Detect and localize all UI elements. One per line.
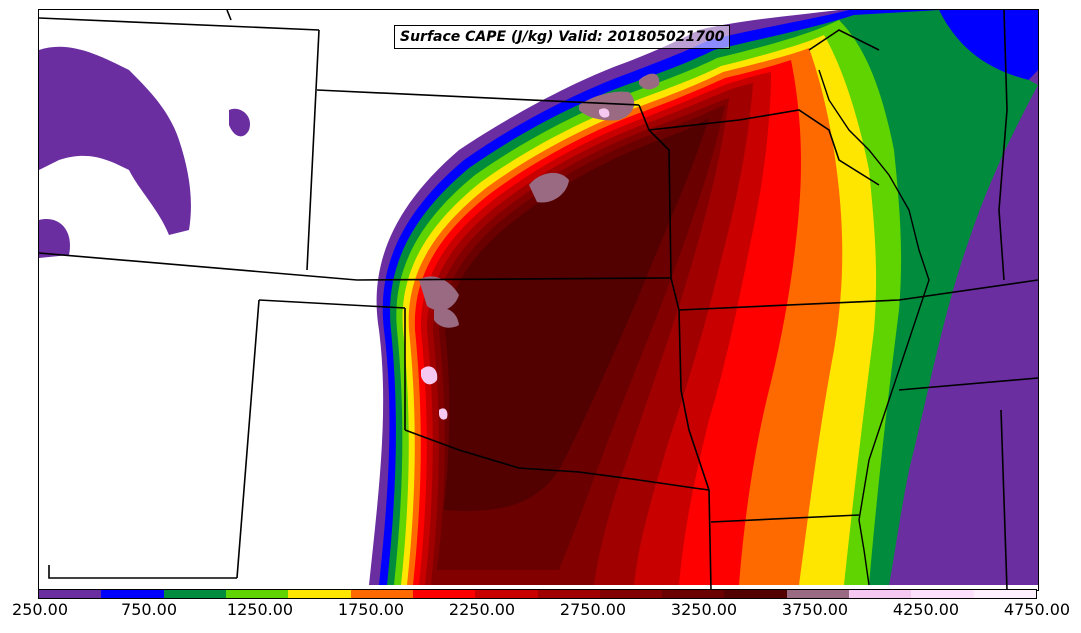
colorbar-segment (225, 590, 289, 598)
colorbar-tick-label: 2250.00 (448, 600, 516, 619)
colorbar (38, 589, 1037, 599)
river-line (818, 69, 930, 586)
colorbar-segment (288, 590, 351, 598)
colorbar-segment (39, 590, 102, 598)
colorbar-tick-label: 250.00 (12, 600, 68, 619)
colorbar-segment (163, 590, 226, 598)
colorbar-tick-label: 4250.00 (892, 600, 960, 619)
colorbar-segment (662, 590, 725, 598)
colorbar-segment (101, 590, 164, 598)
colorbar-tick-label: 3750.00 (781, 600, 849, 619)
colorbar-tick-label: 2750.00 (559, 600, 627, 619)
colorbar-segment (786, 590, 850, 598)
cape-band-purple-nw (39, 46, 250, 258)
colorbar-labels: 250.00 750.00 1250.00 1750.00 2250.00 2750.00… (0, 600, 1081, 628)
colorbar-tick-label: 4750.00 (1003, 600, 1071, 619)
colorbar-segment (911, 590, 974, 598)
state-boundaries (39, 10, 1038, 590)
colorbar-segment (350, 590, 413, 598)
cape-band-pink (421, 108, 610, 420)
colorbar-tick-label: 3250.00 (670, 600, 738, 619)
colorbar-segment (973, 590, 1036, 598)
colorbar-segment (849, 590, 912, 598)
colorbar-segment (724, 590, 787, 598)
map-panel: Surface CAPE (J/kg) Valid: 201805021700 (38, 9, 1039, 591)
colorbar-tick-label: 750.00 (121, 600, 177, 619)
map-title: Surface CAPE (J/kg) Valid: 201805021700 (394, 25, 731, 49)
colorbar-segment (475, 590, 538, 598)
colorbar-segment (599, 590, 663, 598)
colorbar-tick-label: 1750.00 (337, 600, 405, 619)
cape-field-map (39, 10, 1038, 590)
colorbar-segment (537, 590, 600, 598)
colorbar-tick-label: 1250.00 (226, 600, 294, 619)
cape-band-darkred-5 (444, 118, 709, 511)
cape-band-mauve (419, 73, 660, 328)
colorbar-segment (412, 590, 476, 598)
